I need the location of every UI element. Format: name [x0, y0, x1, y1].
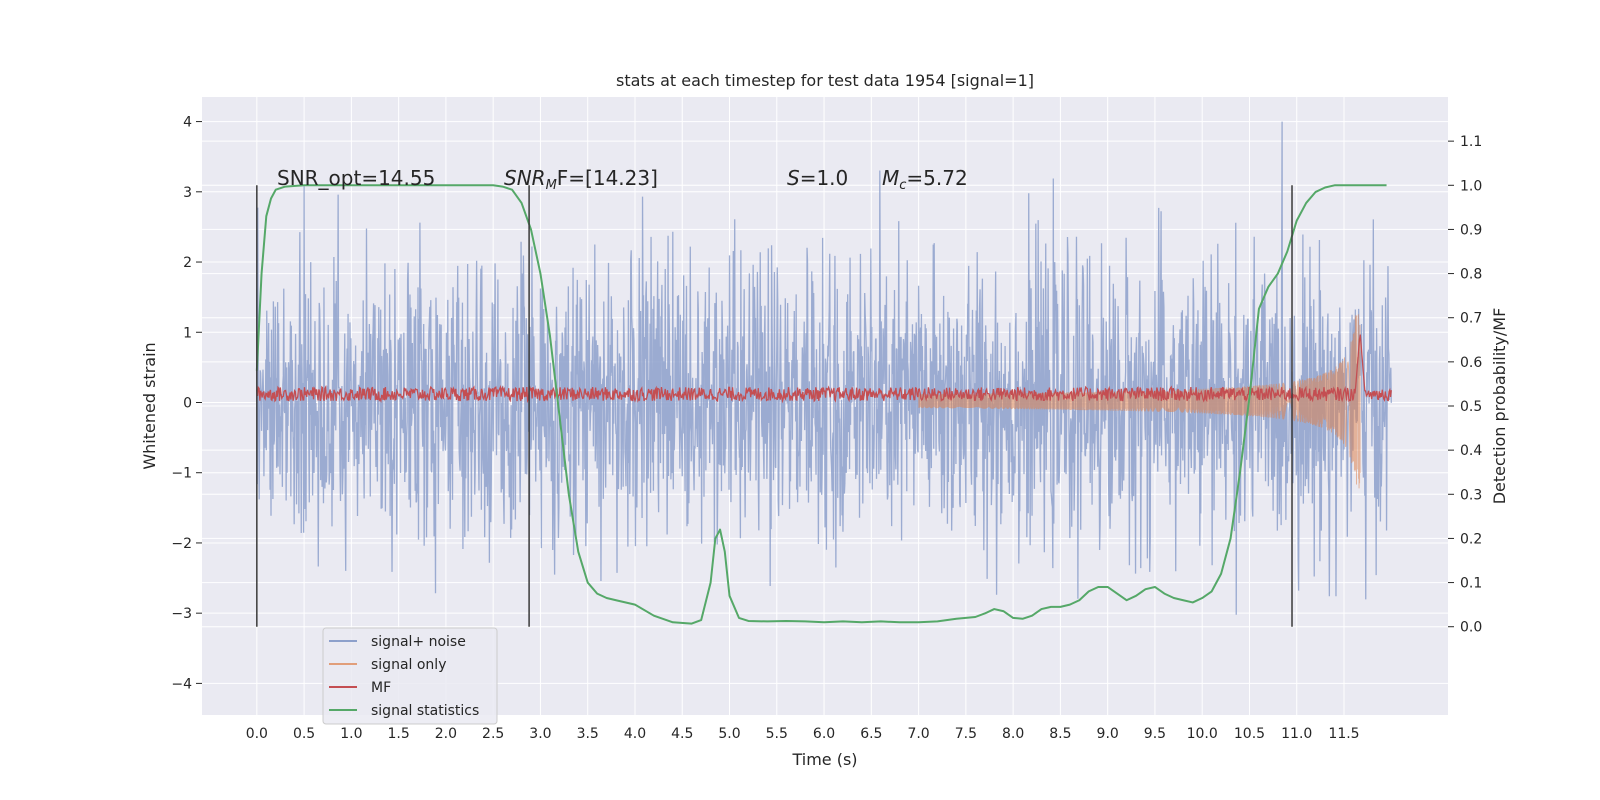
x-tick-label: 7.0 — [907, 726, 929, 742]
x-tick-label: 9.5 — [1144, 726, 1166, 742]
x-tick-label: 0.5 — [293, 726, 315, 742]
x-tick-label: 10.5 — [1234, 726, 1265, 742]
x-tick-label: 2.0 — [435, 726, 457, 742]
y-right-tick-label: 0.9 — [1460, 222, 1482, 238]
x-tick-label: 5.0 — [718, 726, 740, 742]
y-right-tick-label: 0.4 — [1460, 443, 1482, 459]
legend-box — [322, 627, 498, 725]
legend: signal+ noise signal only MF signal statist… — [322, 627, 498, 725]
annotation-snr-opt: SNR_opt=14.55 — [277, 166, 435, 190]
legend-label: signal statistics — [371, 703, 479, 719]
x-tick-label: 1.0 — [340, 726, 362, 742]
x-tick-label: 9.0 — [1097, 726, 1119, 742]
y-right-tick-label: 0.7 — [1460, 311, 1482, 327]
y-left-tick-label: −1 — [171, 466, 192, 482]
y-left-tick-label: −3 — [171, 606, 192, 622]
series-layer — [255, 121, 1392, 625]
y-right-tick-label: 0.0 — [1460, 620, 1482, 636]
y-right-tick-label: 1.0 — [1460, 178, 1482, 194]
y-left-tick-label: 3 — [183, 185, 192, 201]
x-tick-label: 10.0 — [1187, 726, 1218, 742]
y-left-tick-label: −4 — [171, 676, 192, 692]
y-left-tick-label: 4 — [183, 115, 192, 131]
x-tick-label: 11.0 — [1281, 726, 1312, 742]
y-left-tick-label: −2 — [171, 536, 192, 552]
x-tick-label: 4.0 — [624, 726, 646, 742]
y-left-ticks: −4 −3 −2 −1 0 1 2 3 4 — [171, 115, 202, 692]
y-right-ticks: 0.0 0.1 0.2 0.3 0.4 0.5 0.6 0.7 0.8 0.9 1.0 1.1 — [1448, 134, 1482, 636]
vertical-markers — [256, 185, 1293, 627]
x-tick-label: 3.5 — [577, 726, 599, 742]
series-mf — [256, 334, 1392, 404]
y-right-tick-label: 0.2 — [1460, 531, 1482, 547]
x-axis-label: Time (s) — [791, 750, 857, 769]
y-right-tick-label: 0.6 — [1460, 355, 1482, 371]
series-signal-statistics — [255, 184, 1387, 625]
x-tick-label: 3.0 — [529, 726, 551, 742]
legend-label: signal only — [371, 657, 446, 673]
series-signal-noise — [256, 121, 1392, 615]
y-right-tick-label: 0.5 — [1460, 399, 1482, 415]
x-tick-label: 5.5 — [766, 726, 788, 742]
x-tick-label: 2.5 — [482, 726, 504, 742]
x-tick-label: 1.5 — [388, 726, 410, 742]
x-tick-label: 8.0 — [1002, 726, 1024, 742]
chart-title: stats at each timestep for test data 195… — [616, 71, 1034, 90]
y-left-tick-label: 1 — [183, 325, 192, 341]
x-tick-label: 6.0 — [813, 726, 835, 742]
y-left-tick-label: 2 — [183, 255, 192, 271]
y-right-tick-label: 0.3 — [1460, 487, 1482, 503]
annotation-snr-mf: SNRMF=[14.23] — [504, 166, 658, 193]
y-right-tick-label: 0.8 — [1460, 267, 1482, 283]
x-ticks: 0.0 0.5 1.0 1.5 2.0 2.5 3.0 3.5 4.0 4.5 5.0 5.5 6.0 6… — [246, 726, 1360, 742]
legend-label: signal+ noise — [371, 634, 466, 650]
x-tick-label: 11.5 — [1328, 726, 1359, 742]
annotation-mc: Mc=5.72 — [882, 166, 968, 193]
y-right-tick-label: 0.1 — [1460, 576, 1482, 592]
y-left-axis-label: Whitened strain — [140, 342, 159, 469]
y-right-axis-label: Detection probability/MF — [1490, 308, 1509, 505]
y-left-tick-label: 0 — [183, 395, 192, 411]
y-right-tick-label: 1.1 — [1460, 134, 1482, 150]
legend-label: MF — [371, 680, 391, 696]
x-tick-label: 4.5 — [671, 726, 693, 742]
x-tick-label: 7.5 — [955, 726, 977, 742]
annotation-s: S=1.0 — [787, 166, 848, 190]
x-tick-label: 0.0 — [246, 726, 268, 742]
x-tick-label: 8.5 — [1049, 726, 1071, 742]
x-tick-label: 6.5 — [860, 726, 882, 742]
